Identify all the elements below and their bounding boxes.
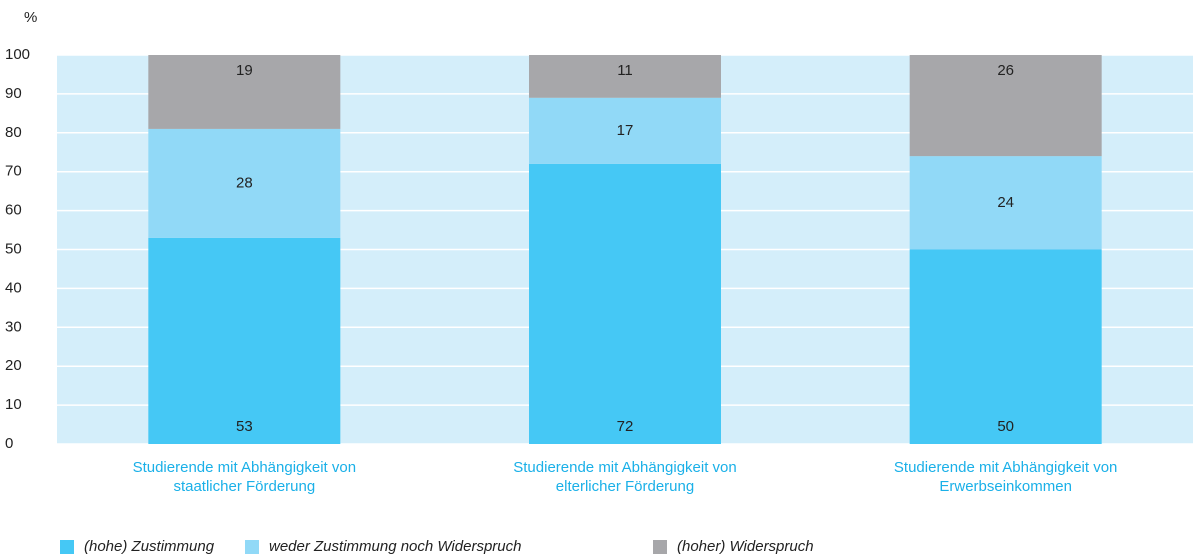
- data-label: 28: [236, 174, 253, 191]
- x-tick-label: Studierende mit Abhängigkeit von elterli…: [513, 459, 737, 495]
- data-label: 19: [236, 62, 253, 79]
- y-tick-label: 60: [5, 202, 22, 219]
- legend-item: (hoher) Widerspruch: [653, 538, 814, 555]
- bar-segment: [909, 55, 1102, 157]
- legend-label: (hohe) Zustimmung: [84, 538, 215, 555]
- bar-segment: [148, 237, 341, 444]
- y-tick-label: 20: [5, 357, 22, 374]
- x-tick-label: Studierende mit Abhängigkeit von staatli…: [132, 459, 357, 495]
- legend-swatch: [653, 539, 667, 554]
- bar-segment: [529, 55, 721, 98]
- data-label: 11: [617, 62, 633, 79]
- y-tick-label: 10: [5, 396, 22, 413]
- y-tick-label: 40: [5, 279, 22, 296]
- data-label: 53: [236, 418, 253, 435]
- y-tick-label: 30: [5, 318, 22, 335]
- x-tick-label: Studierende mit Abhängigkeit von Erwerbs…: [893, 459, 1118, 495]
- data-label: 17: [617, 122, 634, 139]
- legend-label: weder Zustimmung noch Widerspruch: [269, 538, 522, 555]
- y-axis-label: %: [24, 9, 37, 26]
- data-label: 26: [997, 62, 1014, 79]
- bar-segment: [148, 128, 341, 238]
- bar-segment: [909, 156, 1102, 250]
- y-tick-label: 50: [5, 240, 22, 257]
- legend-label: (hoher) Widerspruch: [677, 538, 814, 555]
- y-tick-label: 100: [5, 46, 30, 63]
- bar-segment: [529, 97, 721, 164]
- y-tick-label: 80: [5, 124, 22, 141]
- y-tick-label: 70: [5, 163, 22, 180]
- data-label: 72: [617, 418, 634, 435]
- legend-item: (hohe) Zustimmung: [60, 538, 214, 555]
- legend-item: weder Zustimmung noch Widerspruch: [245, 538, 521, 555]
- bar-segment: [909, 249, 1102, 444]
- bar-segment: [148, 55, 341, 129]
- bar-segment: [529, 163, 721, 445]
- data-label: 24: [997, 194, 1014, 211]
- legend-swatch: [60, 539, 74, 554]
- y-tick-label: 90: [5, 85, 22, 102]
- data-label: 50: [997, 418, 1014, 435]
- y-tick-label: 0: [5, 435, 13, 452]
- legend-swatch: [245, 539, 259, 554]
